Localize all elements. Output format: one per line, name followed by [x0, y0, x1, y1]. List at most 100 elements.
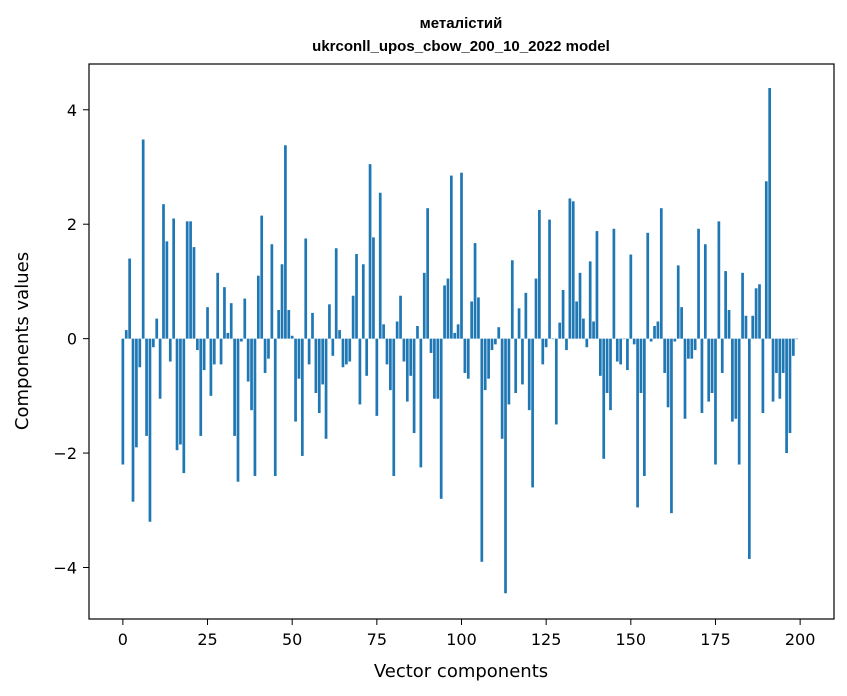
y-axis-ticks: −4 −2 0 2 4 [53, 101, 89, 578]
bar [429, 338, 433, 353]
bar [466, 338, 470, 379]
bar [619, 338, 623, 365]
bar [775, 338, 778, 373]
x-tick-label: 50 [282, 630, 302, 649]
bar [744, 315, 748, 339]
bar [561, 290, 565, 339]
bar [737, 338, 741, 465]
bar [287, 310, 291, 339]
x-axis-label: Vector components [374, 661, 548, 682]
bar [331, 338, 335, 356]
bar [307, 338, 311, 365]
bar [582, 318, 585, 339]
bar [277, 310, 280, 339]
bar [206, 307, 209, 339]
bar [707, 338, 711, 402]
bar [720, 338, 724, 373]
bar [673, 338, 677, 342]
x-tick-label: 75 [367, 630, 387, 649]
bar [781, 338, 785, 373]
bar [436, 338, 440, 399]
bar [507, 338, 511, 405]
bar [575, 301, 578, 339]
bar [751, 315, 755, 339]
chart-title-line-2: ukrconll_upos_cbow_200_10_2022 model [312, 38, 610, 55]
bar [365, 338, 369, 376]
bar [771, 338, 775, 402]
bar [368, 164, 372, 339]
bar [168, 338, 172, 362]
bar [534, 278, 538, 339]
bar [687, 338, 690, 359]
bar [389, 338, 392, 391]
chart-title-line-1: металістий [420, 15, 503, 32]
bar [324, 338, 328, 439]
bar [233, 338, 236, 436]
x-tick-label: 25 [197, 630, 217, 649]
bar [270, 244, 274, 339]
bar [717, 221, 721, 339]
bar [731, 338, 734, 422]
bar [703, 244, 707, 339]
bar [734, 338, 738, 419]
bar [504, 338, 507, 594]
bar [226, 332, 230, 339]
bar [663, 338, 667, 373]
bar [470, 301, 474, 339]
bar [548, 219, 551, 339]
bar [165, 241, 169, 339]
bar [446, 278, 450, 339]
bar [653, 326, 656, 339]
bar [649, 338, 653, 342]
bar [477, 297, 480, 339]
bar [348, 338, 352, 362]
bar [510, 260, 514, 339]
bar [598, 338, 602, 376]
bar [355, 253, 358, 339]
bar [758, 284, 761, 339]
bar [385, 338, 389, 365]
bar [300, 338, 304, 456]
bar [565, 338, 568, 351]
bar [788, 338, 792, 434]
bar [290, 335, 294, 339]
bar [416, 326, 419, 339]
bar [500, 338, 504, 439]
bar [764, 181, 768, 339]
bar [521, 338, 524, 385]
bar [141, 139, 145, 339]
bar [246, 338, 250, 382]
bar [375, 338, 379, 416]
bar [676, 265, 680, 339]
bar [456, 324, 460, 339]
bar [145, 338, 148, 436]
bar [229, 303, 233, 339]
bar [524, 292, 528, 339]
bar [568, 198, 572, 339]
bar [578, 272, 582, 339]
bar [372, 237, 375, 339]
bar [741, 272, 744, 339]
y-axis-label: Components values [12, 252, 33, 430]
bar [260, 215, 264, 339]
bar [761, 338, 765, 414]
bar [273, 338, 277, 476]
x-tick-label: 150 [616, 630, 647, 649]
bar [544, 338, 548, 348]
bar [148, 338, 152, 522]
bar [185, 221, 189, 339]
bar [219, 338, 223, 365]
bar [629, 254, 633, 339]
bar [399, 295, 402, 339]
bar [216, 272, 220, 339]
bar [747, 338, 751, 559]
bar [643, 338, 646, 476]
bar [626, 338, 629, 371]
bar [527, 338, 531, 411]
bar [240, 338, 243, 342]
bar [646, 232, 650, 339]
bar [402, 338, 406, 362]
bar [487, 338, 490, 379]
bar [490, 338, 494, 351]
bar [724, 271, 727, 339]
